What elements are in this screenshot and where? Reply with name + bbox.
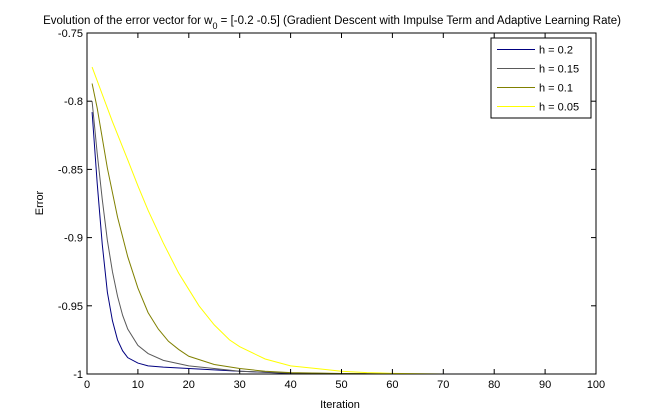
x-tick-label: 70 [437, 379, 449, 391]
y-tick-label: -0.8 [64, 96, 83, 108]
series-line-2 [91, 101, 596, 375]
x-tick-label: 10 [132, 379, 144, 391]
chart-title: Evolution of the error vector for w0 = [… [43, 15, 621, 31]
x-tick-label: 90 [539, 379, 551, 391]
x-tick-label: 60 [386, 379, 398, 391]
x-tick-label: 30 [234, 379, 246, 391]
x-tick-label: 20 [183, 379, 195, 391]
x-tick-label: 50 [335, 379, 347, 391]
legend-box [490, 37, 592, 119]
series-line-1 [91, 112, 596, 375]
y-tick-label: -0.85 [58, 164, 83, 176]
y-tick-label: -1 [73, 369, 83, 381]
x-tick-label: 40 [284, 379, 296, 391]
legend-label: h = 0.1 [539, 83, 573, 95]
axis-layer: 0 10 20 30 40 50 60 70 80 90 100 -1 -0.95 -0.9 -0.85 -0… [58, 28, 605, 391]
legend-label: h = 0.2 [539, 45, 573, 57]
y-axis-label: Error [34, 190, 46, 215]
legend: h = 0.2 h = 0.15 h = 0.1 h = 0.05 [490, 37, 592, 119]
series-line-3 [91, 83, 596, 375]
x-tick-label: 80 [488, 379, 500, 391]
legend-label: h = 0.15 [539, 64, 579, 76]
x-tick-label: 0 [84, 379, 90, 391]
y-tick-label: -0.75 [58, 28, 83, 40]
legend-label: h = 0.05 [539, 102, 579, 114]
y-tick-label: -0.95 [58, 301, 83, 313]
x-axis-label: Iteration [320, 399, 360, 411]
x-tick-label: 100 [587, 379, 605, 391]
y-tick-label: -0.9 [64, 233, 83, 245]
